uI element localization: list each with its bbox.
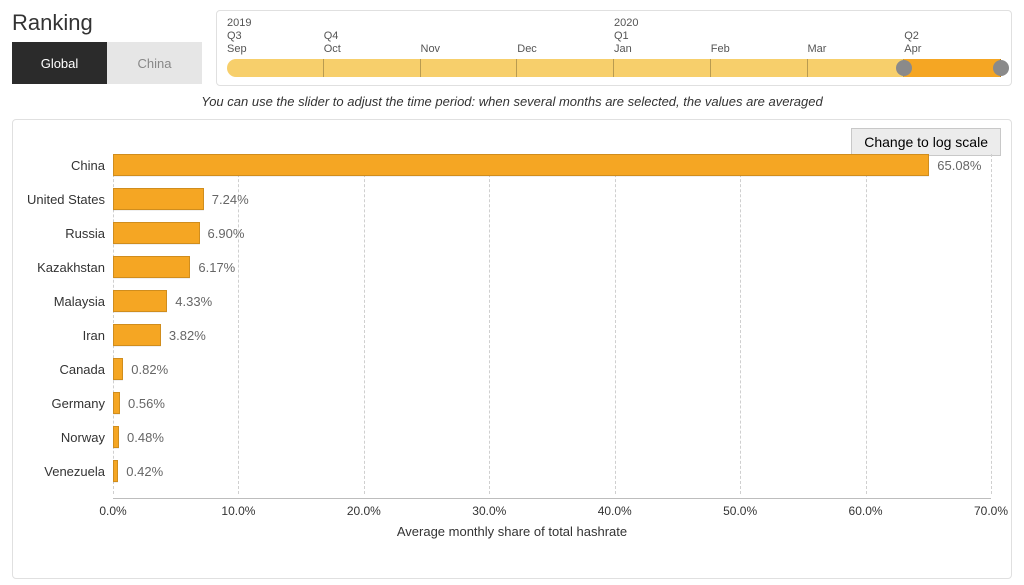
bar-category-label: Canada: [59, 362, 113, 377]
bar-value-label: 65.08%: [937, 158, 981, 173]
timeline-handle-end[interactable]: [993, 60, 1009, 76]
bar[interactable]: [113, 256, 190, 278]
bar-category-label: Norway: [61, 430, 113, 445]
x-tick-label: 50.0%: [723, 504, 757, 518]
bar-value-label: 0.48%: [127, 430, 164, 445]
page-title: Ranking: [12, 10, 202, 36]
timeline-m-label: Sep: [227, 43, 247, 55]
timeline-m-label: Nov: [421, 43, 441, 55]
bar[interactable]: [113, 392, 120, 414]
timeline-segment[interactable]: [904, 59, 1001, 77]
bar-value-label: 4.33%: [175, 294, 212, 309]
timeline-segment[interactable]: [227, 59, 324, 77]
timeline-segment[interactable]: [808, 59, 905, 77]
tab-global[interactable]: Global: [12, 42, 107, 84]
bar[interactable]: [113, 426, 119, 448]
bar-value-label: 6.90%: [208, 226, 245, 241]
timeline-segment[interactable]: [421, 59, 518, 77]
bar-category-label: Kazakhstan: [37, 260, 113, 275]
timeline-year-label: 2019: [227, 17, 251, 29]
bar[interactable]: [113, 324, 161, 346]
scope-tabs: GlobalChina: [12, 42, 202, 84]
bar-value-label: 7.24%: [212, 192, 249, 207]
bar-row: Canada0.82%: [113, 358, 991, 380]
log-scale-button[interactable]: Change to log scale: [851, 128, 1001, 156]
bar[interactable]: [113, 290, 167, 312]
timeline-q-label: Q2: [904, 30, 919, 42]
bar[interactable]: [113, 154, 929, 176]
timeline-year-label: 2020: [614, 17, 638, 29]
timeline-card: 2019 2020 Q3 Q4 Q1 Q2 Sep Oct Nov Dec Jan Feb Mar Apr: [216, 10, 1012, 86]
timeline-hint: You can use the slider to adjust the tim…: [0, 94, 1024, 109]
bar-category-label: China: [71, 158, 113, 173]
x-tick-label: 40.0%: [598, 504, 632, 518]
bar-value-label: 6.17%: [198, 260, 235, 275]
x-tick-label: 0.0%: [99, 504, 126, 518]
bar-row: Venezuela0.42%: [113, 460, 991, 482]
bar-value-label: 0.56%: [128, 396, 165, 411]
bar-category-label: Germany: [52, 396, 113, 411]
timeline-segment[interactable]: [517, 59, 614, 77]
bar-category-label: Malaysia: [54, 294, 113, 309]
timeline-q-label: Q4: [324, 30, 339, 42]
bar-category-label: Russia: [65, 226, 113, 241]
timeline-m-label: Feb: [711, 43, 730, 55]
timeline-slider[interactable]: [227, 59, 1001, 77]
timeline-segment[interactable]: [711, 59, 808, 77]
timeline-q-label: Q3: [227, 30, 242, 42]
bar-row: Kazakhstan6.17%: [113, 256, 991, 278]
bar-row: Iran3.82%: [113, 324, 991, 346]
bar[interactable]: [113, 222, 200, 244]
x-axis-label: Average monthly share of total hashrate: [13, 524, 1011, 539]
x-tick-label: 20.0%: [347, 504, 381, 518]
timeline-m-label: Dec: [517, 43, 537, 55]
x-tick-label: 60.0%: [849, 504, 883, 518]
bar[interactable]: [113, 358, 123, 380]
timeline-m-label: Apr: [904, 43, 921, 55]
bar-category-label: United States: [27, 192, 113, 207]
chart-card: Change to log scale China65.08%United St…: [12, 119, 1012, 579]
timeline-segment[interactable]: [324, 59, 421, 77]
bar-value-label: 0.42%: [126, 464, 163, 479]
bar-row: Malaysia4.33%: [113, 290, 991, 312]
bar-chart: China65.08% United States7.24% Russia6.90%…: [113, 154, 991, 494]
x-tick-label: 30.0%: [472, 504, 506, 518]
bar-value-label: 3.82%: [169, 328, 206, 343]
bar-category-label: Iran: [83, 328, 113, 343]
tab-china[interactable]: China: [107, 42, 202, 84]
bar-row: Russia6.90%: [113, 222, 991, 244]
timeline-q-label: Q1: [614, 30, 629, 42]
bar[interactable]: [113, 460, 118, 482]
timeline-segment[interactable]: [614, 59, 711, 77]
bar-category-label: Venezuela: [44, 464, 113, 479]
x-tick-label: 70.0%: [974, 504, 1008, 518]
timeline-m-label: Mar: [808, 43, 827, 55]
timeline-m-label: Jan: [614, 43, 632, 55]
grid-line: [991, 154, 992, 494]
bar-row: Germany0.56%: [113, 392, 991, 414]
bar[interactable]: [113, 188, 204, 210]
bar-row: United States7.24%: [113, 188, 991, 210]
bar-value-label: 0.82%: [131, 362, 168, 377]
bar-row: China65.08%: [113, 154, 991, 176]
bar-row: Norway0.48%: [113, 426, 991, 448]
timeline-m-label: Oct: [324, 43, 341, 55]
x-tick-label: 10.0%: [221, 504, 255, 518]
